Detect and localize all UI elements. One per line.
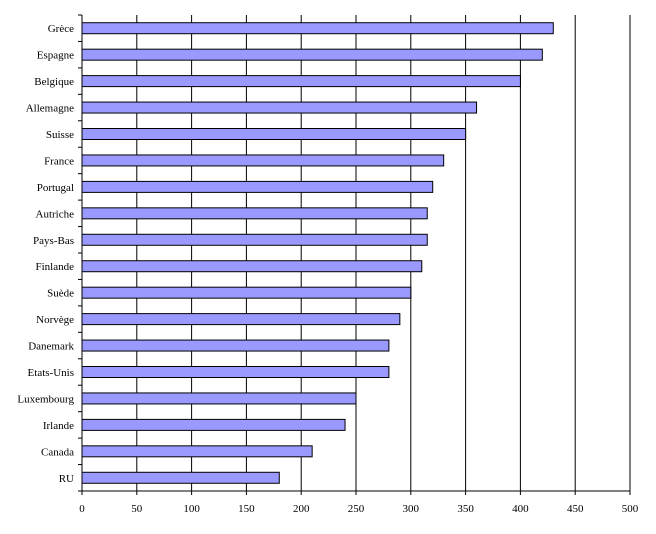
category-label: Luxembourg xyxy=(17,393,74,405)
bar xyxy=(81,392,357,405)
category-label: Autriche xyxy=(36,208,75,220)
bar xyxy=(81,207,428,220)
bar xyxy=(81,313,401,326)
x-tick-label: 500 xyxy=(622,503,639,515)
x-tick-label: 400 xyxy=(512,503,529,515)
category-label: RU xyxy=(59,473,74,485)
category-label: Allemagne xyxy=(26,103,74,115)
bar xyxy=(81,22,554,35)
category-label: Grèce xyxy=(48,23,74,35)
bar xyxy=(81,445,313,458)
x-tick-label: 350 xyxy=(457,503,474,515)
category-label: Suisse xyxy=(46,129,74,141)
x-tick-label: 450 xyxy=(567,503,584,515)
x-tick-label: 0 xyxy=(79,503,85,515)
x-tick-label: 150 xyxy=(238,503,255,515)
bar xyxy=(81,180,434,193)
bar xyxy=(81,154,445,167)
bar xyxy=(81,286,412,299)
x-tick-label: 100 xyxy=(183,503,200,515)
x-tick-label: 200 xyxy=(293,503,310,515)
x-tick-label: 300 xyxy=(403,503,420,515)
axes xyxy=(78,14,631,495)
gridlines xyxy=(136,15,631,491)
category-label: Belgique xyxy=(34,76,74,88)
bar xyxy=(81,471,280,484)
category-label: France xyxy=(44,155,74,167)
category-label: Finlande xyxy=(36,261,75,273)
category-label: Canada xyxy=(41,446,74,458)
bar xyxy=(81,260,423,273)
category-label: Portugal xyxy=(37,182,74,194)
x-tick-label: 250 xyxy=(348,503,365,515)
bar xyxy=(81,128,467,140)
bar xyxy=(81,339,390,352)
category-label: Danemark xyxy=(28,341,74,353)
category-label: Suède xyxy=(47,288,74,300)
bar xyxy=(81,75,521,88)
bar xyxy=(81,418,346,431)
x-tick-label: 50 xyxy=(131,503,143,515)
category-label: Etats-Unis xyxy=(28,367,74,379)
bar xyxy=(81,101,478,114)
category-label: Norvège xyxy=(36,314,74,326)
bar xyxy=(81,366,390,378)
bar xyxy=(81,233,428,246)
category-label: Irlande xyxy=(43,420,74,432)
x-tick-labels: 0 50 100 150 200 250 300 350 400 450 500 xyxy=(79,503,639,515)
category-label: Espagne xyxy=(37,50,74,62)
bars xyxy=(81,22,554,484)
bar xyxy=(81,48,543,61)
category-label: Pays-Bas xyxy=(33,235,74,247)
category-labels: Grèce Espagne Belgique Allemagne Suisse Franc… xyxy=(17,23,74,485)
